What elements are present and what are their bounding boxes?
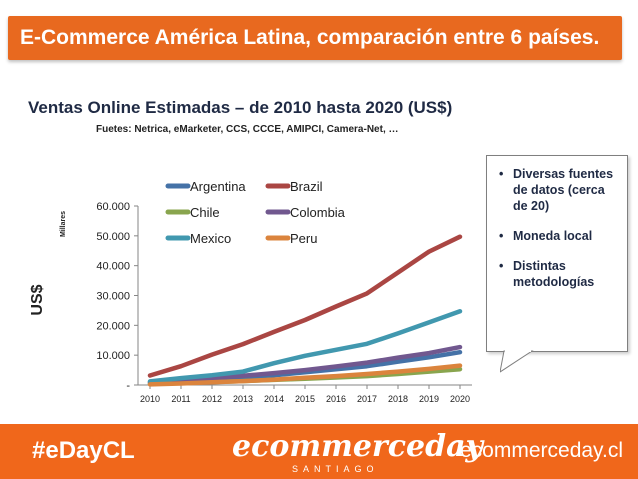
x-tick-label: 2020 (450, 394, 470, 404)
chart-title: Ventas Online Estimadas – de 2010 hasta … (28, 98, 453, 117)
legend-label-peru: Peru (290, 231, 317, 246)
callout-list: Diversas fuentes de datos (cerca de 20) … (487, 156, 627, 290)
y-axis-label: US$ (29, 284, 46, 315)
footer-bar: #eDayCL ecommerceday SANTIAGO ecommerced… (0, 424, 638, 479)
series-line-colombia (147, 344, 463, 385)
logo-subtext: SANTIAGO (292, 464, 379, 474)
ecommerceday-logo: ecommerceday SANTIAGO (232, 429, 483, 474)
x-tick-label: 2019 (419, 394, 439, 404)
legend-label-brazil: Brazil (290, 179, 323, 194)
y-tick-label: 20.000 (96, 320, 130, 332)
y-tick-label: - (126, 380, 130, 392)
x-tick-label: 2014 (264, 394, 284, 404)
callout-box: Diversas fuentes de datos (cerca de 20) … (486, 155, 628, 352)
website-link[interactable]: ecommerceday.cl (460, 439, 623, 462)
legend-label-mexico: Mexico (190, 231, 231, 246)
legend-label-chile: Chile (190, 205, 220, 220)
slide-header: E-Commerce América Latina, comparación e… (0, 0, 638, 70)
chart-subtitle: Fuetes: Netrica, eMarketer, CCS, CCCE, A… (96, 124, 399, 135)
series-line-peru (147, 363, 463, 387)
x-tick-label: 2016 (326, 394, 346, 404)
callout-item: Distintas metodologías (499, 258, 619, 290)
hashtag: #eDayCL (32, 437, 135, 464)
y-axis-units: Millares (60, 211, 67, 237)
series-line-mexico (147, 309, 463, 384)
y-tick-label: 40.000 (96, 261, 130, 273)
y-tick-label: 30.000 (96, 291, 130, 303)
x-tick-label: 2010 (140, 394, 160, 404)
callout-item: Moneda local (499, 228, 619, 244)
legend-label-colombia: Colombia (290, 205, 346, 220)
x-tick-label: 2017 (357, 394, 377, 404)
callout-tail (500, 350, 534, 373)
x-tick-label: 2012 (202, 394, 222, 404)
series-line-brazil (147, 234, 463, 378)
legend-label-argentina: Argentina (190, 179, 246, 194)
y-tick-label: 10.000 (96, 350, 130, 362)
x-tick-label: 2013 (233, 394, 253, 404)
x-tick-label: 2018 (388, 394, 408, 404)
y-tick-label: 50.000 (96, 231, 130, 243)
y-tick-label: 60.000 (96, 201, 130, 213)
callout-item: Diversas fuentes de datos (cerca de 20) (499, 166, 619, 214)
logo-text: ecommerceday (232, 429, 483, 464)
slide-title: E-Commerce América Latina, comparación e… (20, 26, 600, 49)
line-chart: - 10.000 20.000 30.000 40.000 50.000 60.000 201… (29, 179, 472, 404)
title-bar: E-Commerce América Latina, comparación e… (8, 16, 622, 60)
x-tick-label: 2011 (171, 394, 190, 404)
x-tick-label: 2015 (295, 394, 315, 404)
